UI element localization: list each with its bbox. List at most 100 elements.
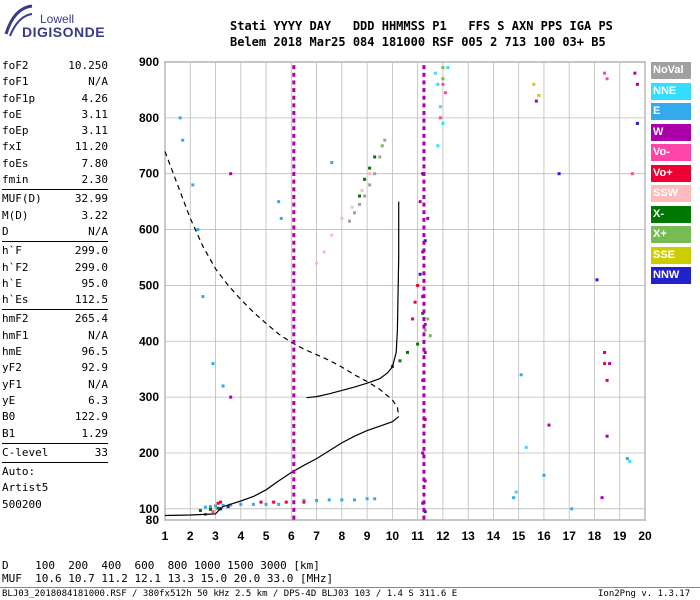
parameter-row: D N/A — [2, 224, 108, 240]
vertical-echo-mark — [422, 233, 426, 238]
autoscaling-version: 500200 — [2, 497, 42, 511]
echo-point — [330, 161, 334, 165]
echo-point — [413, 300, 417, 304]
parameter-row: C-level 33 — [2, 445, 108, 461]
vertical-echo-mark — [292, 324, 296, 329]
echo-point — [423, 350, 427, 354]
parameter-value: 1.29 — [81, 426, 109, 440]
legend-item: Vo+ — [651, 164, 691, 182]
vertical-echo-mark — [292, 332, 296, 337]
vertical-echo-mark — [422, 324, 426, 329]
vertical-echo-mark — [422, 194, 426, 199]
vertical-echo-mark — [292, 446, 296, 451]
echo-point — [368, 172, 372, 176]
y-tick-label: 80 — [146, 513, 160, 527]
vertical-echo-mark — [292, 225, 296, 230]
echo-point — [418, 272, 422, 276]
parameter-row: yE 6.3 — [2, 393, 108, 409]
vertical-echo-mark — [292, 301, 296, 306]
footer-file-info: BLJ03_2018084181000.RSF / 380fx512h 50 k… — [2, 589, 458, 599]
parameter-row: foEs 7.80 — [2, 156, 108, 172]
footer-muf-row: MUF 10.6 10.7 11.2 12.1 13.3 15.0 20.0 3… — [2, 572, 334, 585]
echo-point — [221, 384, 225, 388]
x-tick-label: 16 — [537, 529, 551, 543]
model-profile-line — [164, 151, 400, 417]
parameter-row: M(D) 3.22 — [2, 208, 108, 224]
echo-point — [221, 503, 225, 507]
echo-point — [514, 490, 518, 494]
echo-point — [595, 278, 599, 282]
parameter-name: foF1 — [2, 75, 29, 89]
vertical-echo-mark — [422, 271, 426, 276]
vertical-echo-mark — [292, 65, 296, 70]
vertical-echo-mark — [422, 118, 426, 123]
parameter-value: 6.3 — [88, 393, 108, 407]
echo-point — [181, 138, 185, 142]
vertical-echo-mark — [422, 362, 426, 367]
echo-point — [423, 328, 427, 332]
vertical-echo-mark — [292, 507, 296, 512]
vertical-echo-mark — [292, 339, 296, 344]
vertical-echo-mark — [292, 439, 296, 444]
echo-point — [421, 451, 425, 455]
parameter-value: N/A — [88, 377, 108, 391]
echo-point — [277, 200, 281, 204]
legend: NoVal NNE E W Vo- Vo+ SSW X- X+ SSE NNW — [651, 62, 691, 288]
echo-point — [603, 350, 607, 354]
parameter-name: yF1 — [2, 377, 22, 391]
vertical-echo-mark — [292, 423, 296, 428]
echo-point — [625, 457, 629, 461]
vertical-echo-mark — [422, 477, 426, 482]
vertical-echo-mark — [422, 446, 426, 451]
parameter-name: foF2 — [2, 59, 29, 72]
parameter-value: 4.26 — [81, 91, 109, 105]
echo-point — [208, 507, 212, 511]
vertical-echo-mark — [422, 217, 426, 222]
echo-point — [406, 350, 410, 354]
echo-point — [327, 498, 331, 502]
x-tick-label: 20 — [638, 529, 652, 543]
parameter-name: hmE — [2, 345, 22, 359]
echo-point — [373, 497, 377, 501]
parameter-row: hmF2 265.4 — [2, 311, 108, 327]
vertical-echo-mark — [422, 149, 426, 154]
legend-item: E — [651, 103, 691, 120]
parameter-row: foE 3.11 — [2, 107, 108, 123]
parameter-value: 95.0 — [81, 276, 109, 290]
echo-point — [534, 99, 538, 103]
echo-point — [537, 94, 541, 98]
vertical-echo-mark — [422, 385, 426, 390]
parameter-name: foEp — [2, 124, 29, 138]
parameter-group-clevel: C-level 33 — [2, 445, 108, 461]
vertical-echo-mark — [422, 500, 426, 505]
echo-point — [239, 502, 243, 506]
parameter-value: 3.11 — [81, 124, 109, 138]
vertical-echo-mark — [292, 95, 296, 100]
header-labels: Stati YYYY DAY DDD HHMMSS P1 FFS S AXN P… — [230, 19, 613, 33]
y-tick-label: 100 — [139, 502, 159, 516]
parameter-name: h`F — [2, 244, 22, 258]
parameter-name: fmin — [2, 173, 29, 187]
vertical-echo-mark — [292, 484, 296, 489]
x-tick-label: 6 — [288, 529, 295, 543]
echo-point — [373, 172, 377, 176]
profile-line — [306, 201, 400, 399]
echo-point — [368, 166, 372, 170]
vertical-echo-mark — [422, 393, 426, 398]
echo-point — [418, 200, 422, 204]
echo-point — [365, 497, 369, 501]
vertical-echo-mark — [292, 248, 296, 253]
echo-point — [605, 378, 609, 382]
parameter-row: h`F2 299.0 — [2, 260, 108, 276]
parameter-value: 112.5 — [74, 293, 108, 307]
vertical-echo-mark — [422, 507, 426, 512]
parameter-value: 299.0 — [74, 260, 108, 274]
parameter-value: 32.99 — [74, 192, 108, 206]
echo-point — [214, 504, 218, 508]
parameter-value: 7.80 — [81, 156, 109, 170]
x-tick-label: 15 — [512, 529, 526, 543]
vertical-echo-mark — [422, 439, 426, 444]
legend-item: NNE — [651, 82, 691, 100]
legend-item: SSW — [651, 185, 691, 202]
vertical-echo-mark — [292, 492, 296, 497]
